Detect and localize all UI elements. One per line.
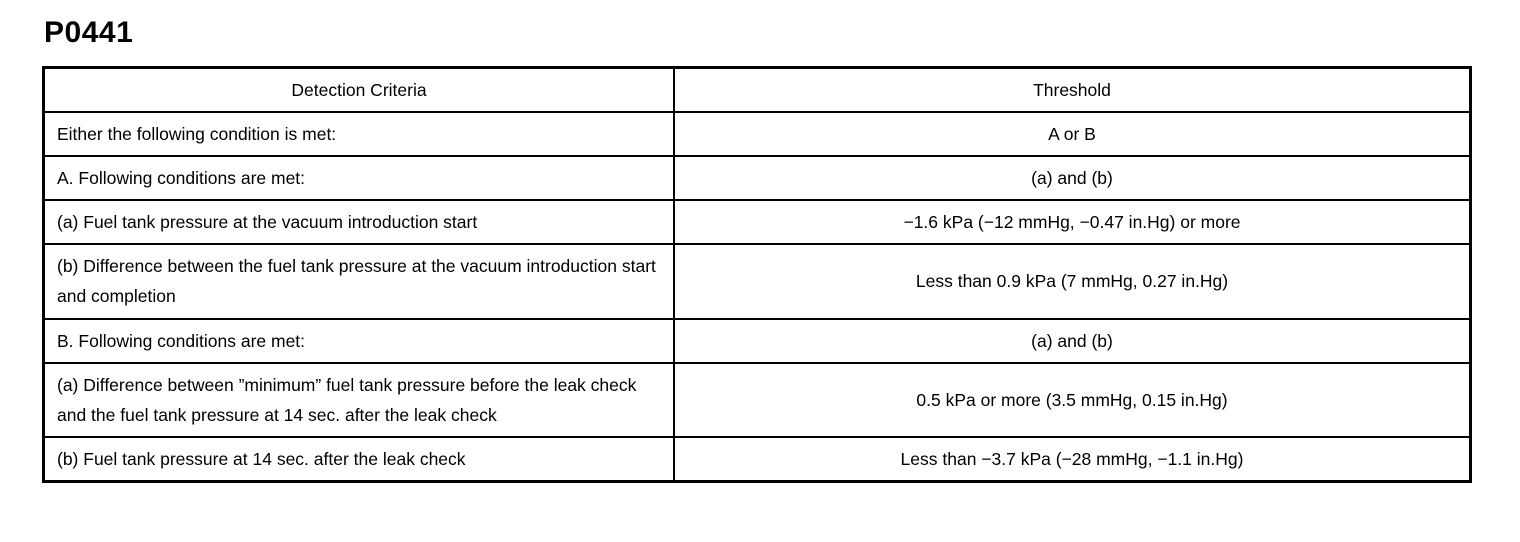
threshold-cell: A or B xyxy=(673,111,1472,158)
table-row: B. Following conditions are met: (a) and… xyxy=(42,317,1472,364)
threshold-cell: Less than 0.9 kPa (7 mmHg, 0.27 in.Hg) xyxy=(673,243,1472,320)
threshold-cell: Less than −3.7 kPa (−28 mmHg, −1.1 in.Hg… xyxy=(673,435,1472,483)
table-row: Either the following condition is met: A… xyxy=(42,111,1472,158)
table-row: (b) Difference between the fuel tank pre… xyxy=(42,243,1472,320)
table-row: (a) Difference between ”minimum” fuel ta… xyxy=(42,361,1472,438)
document-page: P0441 Detection Criteria Threshold Eithe… xyxy=(42,16,1472,483)
column-header-threshold: Threshold xyxy=(673,66,1472,114)
table-header-row: Detection Criteria Threshold xyxy=(42,66,1472,114)
criteria-cell: (a) Fuel tank pressure at the vacuum int… xyxy=(42,199,675,246)
criteria-cell: (b) Difference between the fuel tank pre… xyxy=(42,243,675,320)
threshold-cell: (a) and (b) xyxy=(673,155,1472,202)
column-header-detection-criteria: Detection Criteria xyxy=(42,66,675,114)
detection-criteria-table: Detection Criteria Threshold Either the … xyxy=(42,66,1472,483)
table-row: A. Following conditions are met: (a) and… xyxy=(42,155,1472,202)
criteria-cell: A. Following conditions are met: xyxy=(42,155,675,202)
threshold-cell: −1.6 kPa (−12 mmHg, −0.47 in.Hg) or more xyxy=(673,199,1472,246)
criteria-cell: B. Following conditions are met: xyxy=(42,317,675,364)
table-row: (b) Fuel tank pressure at 14 sec. after … xyxy=(42,435,1472,483)
criteria-cell: (b) Fuel tank pressure at 14 sec. after … xyxy=(42,435,675,483)
threshold-cell: 0.5 kPa or more (3.5 mmHg, 0.15 in.Hg) xyxy=(673,361,1472,438)
criteria-cell: Either the following condition is met: xyxy=(42,111,675,158)
criteria-cell: (a) Difference between ”minimum” fuel ta… xyxy=(42,361,675,438)
page-title: P0441 xyxy=(44,16,134,49)
table-row: (a) Fuel tank pressure at the vacuum int… xyxy=(42,199,1472,246)
threshold-cell: (a) and (b) xyxy=(673,317,1472,364)
